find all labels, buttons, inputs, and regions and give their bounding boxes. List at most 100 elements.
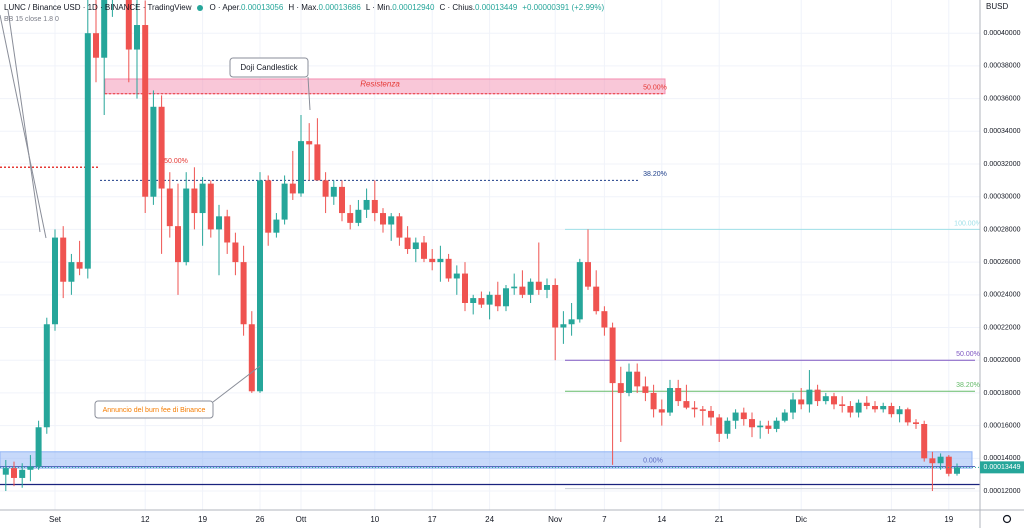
candle-body [847,406,854,413]
candle-body [855,402,862,413]
candle-body [863,402,870,407]
candle-body [265,180,272,233]
symbol: LUNC / Binance USD · 1D · BINANCE · Trad… [4,3,192,12]
candle-body [232,242,239,263]
x-tick-label: 19 [198,515,207,524]
candle-body [43,324,50,428]
candle-body [896,409,903,415]
candle-body [380,213,386,225]
candle-body [166,188,173,227]
candle-body [142,25,149,197]
candle-body [658,409,665,413]
change: +0.00000391 (+2.99%) [522,3,605,12]
candle-body [913,422,919,424]
candle-body [412,242,419,250]
candle-body [363,199,370,210]
candle-body [699,409,706,411]
candle-body [101,0,108,58]
candle-body [93,33,99,58]
candle-body [183,188,190,263]
ohlc-value: 0.00013449 [475,3,518,12]
candle-body [445,258,452,279]
candle-body [790,399,796,413]
candle-body [511,286,518,289]
candle-body [773,420,780,429]
settings-icon[interactable] [1002,514,1012,524]
candle-body [396,216,403,238]
y-tick-label: 0.00030000 [984,194,1021,201]
candle-body [453,273,460,279]
candle-body [52,237,58,325]
candle-body [298,141,304,194]
candle-body [494,294,501,307]
candle-body [150,106,157,197]
x-tick-label: Dic [795,515,807,524]
candle-body [2,468,9,475]
callout-line [212,365,261,403]
candle-body [724,420,731,434]
price-tag [980,461,1024,474]
candle-body [937,456,944,464]
candle-body [716,417,723,434]
zone [0,451,973,469]
candle-body [749,419,755,428]
callout-text: Annuncio del burn fee di Binance [103,407,206,414]
fib-label: 38.20% [956,382,980,389]
candle-body [675,388,682,402]
candle-body [158,106,165,189]
candle-body [691,407,698,410]
candle-body [486,294,493,305]
candle-body [289,183,296,194]
candle-body [322,180,329,197]
candle-body [19,469,26,478]
y-tick-label: 0.00038000 [984,63,1021,70]
x-tick-label: Set [49,515,62,524]
callout-text: Doji Candlestick [240,63,298,72]
x-tick-label: 10 [370,515,379,524]
candle-body [330,186,337,197]
candle-body [880,406,887,410]
candle-body [224,216,231,243]
candles [2,0,960,492]
x-axis-bg [0,510,1024,528]
x-tick-label: 14 [657,515,666,524]
candle-body [634,371,641,387]
candle-body [76,262,83,269]
candle-body [650,392,657,410]
candle-body [904,409,911,423]
candle-body [683,401,690,408]
candle-body [626,371,632,393]
candle-body [617,383,624,393]
candle-body [642,386,649,393]
candle-body [806,389,813,405]
candle-body [781,412,788,421]
candle-body [519,286,526,295]
candle-body [929,458,936,464]
y-tick-label: 0.00016000 [984,422,1021,429]
callout-box [94,400,214,419]
candle-body [60,237,67,282]
candle-body [429,258,436,263]
candle-body [125,0,132,50]
x-tick-label: 21 [715,515,724,524]
x-tick-label: 12 [141,515,150,524]
candle-body [437,258,444,263]
candle-body [68,262,75,282]
candle-body [831,396,837,405]
trend-line [7,9,41,233]
candle-body [945,456,952,474]
indicator: BB 15 close 1.8 0 [4,16,59,23]
candle-body [560,324,567,328]
ohlc-value: 0.00013056 [241,3,284,12]
ohlc-label: L · Min. [365,3,393,12]
candle-body [527,281,534,295]
candle-body [814,389,821,402]
candle-body [11,468,17,478]
zone-label: Resistenza [360,79,400,88]
ohlc-value: 0.00012940 [392,3,435,12]
y-tick-label: 0.00034000 [984,128,1021,135]
y-tick-label: 0.00018000 [984,390,1021,397]
